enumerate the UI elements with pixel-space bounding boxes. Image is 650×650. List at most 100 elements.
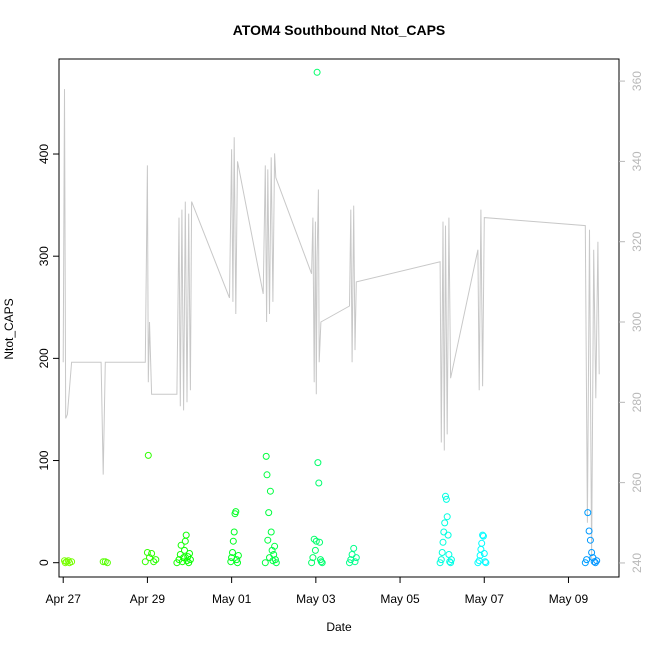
data-point [474, 559, 482, 567]
right-tick-label-1: 260 [630, 472, 644, 492]
data-point [481, 558, 489, 566]
data-point [439, 538, 447, 546]
data-point [316, 538, 324, 546]
data-point [186, 556, 194, 564]
data-point [443, 513, 451, 521]
data-point [310, 535, 318, 543]
data-point [442, 492, 449, 500]
data-point [272, 559, 280, 567]
data-point [318, 559, 326, 567]
y-tick-label-1: 100 [37, 450, 51, 470]
data-point [267, 528, 275, 536]
data-point [181, 537, 189, 545]
data-point [482, 559, 490, 567]
data-point [271, 556, 279, 564]
x-tick-label-0: Apr 27 [46, 592, 82, 606]
plot-frame [58, 58, 620, 578]
data-point [442, 495, 450, 503]
data-point [313, 68, 321, 76]
data-point [312, 537, 320, 545]
data-point [585, 527, 593, 535]
x-axis-label: Date [326, 620, 352, 634]
data-point [446, 558, 454, 566]
data-point [183, 557, 191, 565]
x-tick-label-3: May 03 [296, 592, 336, 606]
data-point [229, 549, 236, 556]
data-point [150, 558, 158, 566]
data-point [63, 558, 71, 566]
data-point [436, 559, 444, 567]
chart-title: ATOM4 Southbound Ntot_CAPS [233, 22, 446, 38]
data-point [264, 536, 272, 544]
data-point [234, 552, 242, 559]
data-point [314, 459, 322, 467]
x-tick-label-1: Apr 29 [130, 592, 166, 606]
data-point [444, 531, 452, 539]
x-tick-label-2: May 01 [212, 592, 252, 606]
data-point [177, 541, 185, 549]
y-tick-label-2: 200 [37, 348, 51, 368]
data-point [586, 536, 594, 544]
right-tick-label-5: 340 [630, 151, 644, 171]
data-point [141, 558, 149, 566]
data-point [477, 545, 485, 553]
data-point [438, 549, 446, 556]
data-point [317, 558, 325, 566]
secondary-series-line [62, 89, 600, 559]
data-point [263, 471, 271, 479]
y-tick-label-3: 300 [37, 246, 51, 266]
y-tick-label-4: 400 [37, 144, 51, 164]
data-point [230, 528, 238, 536]
data-point [234, 559, 241, 567]
right-tick-label-2: 280 [630, 392, 644, 412]
data-point [311, 546, 319, 554]
data-point [437, 556, 445, 564]
data-point [181, 546, 188, 554]
data-point [479, 531, 487, 539]
x-tick-label-4: May 05 [380, 592, 420, 606]
data-point [480, 550, 488, 557]
y-tick-label-0: 0 [37, 559, 51, 566]
data-point [350, 544, 358, 552]
data-point [261, 559, 269, 567]
data-point [175, 556, 183, 564]
data-point [479, 532, 487, 540]
data-point [227, 558, 235, 566]
data-point [99, 558, 107, 566]
data-point [266, 487, 274, 495]
data-point [309, 554, 317, 562]
data-point [265, 509, 273, 517]
data-point [441, 519, 449, 527]
data-point [581, 559, 589, 567]
data-point [583, 556, 591, 564]
data-point [351, 558, 359, 566]
data-point [588, 549, 596, 556]
data-point [68, 558, 76, 566]
data-point [478, 539, 486, 547]
right-tick-label-3: 300 [630, 312, 644, 332]
data-point [584, 509, 592, 517]
data-point [352, 554, 360, 562]
data-point [182, 531, 190, 539]
data-point [152, 556, 160, 564]
data-point [148, 550, 156, 557]
scatter-point-layer [61, 68, 601, 567]
right-tick-label-6: 360 [630, 71, 644, 91]
data-point [232, 508, 240, 516]
data-point [440, 528, 448, 536]
y-axis-label: Ntot_CAPS [2, 298, 16, 359]
data-point [308, 559, 316, 567]
data-point [447, 556, 455, 564]
data-point [144, 451, 152, 459]
data-point [271, 542, 279, 550]
secondary-line-layer [62, 89, 600, 559]
x-tick-label-6: May 09 [549, 592, 589, 606]
data-point [229, 537, 237, 545]
right-tick-label-0: 240 [630, 553, 644, 573]
data-point [262, 452, 270, 460]
data-point [146, 554, 153, 562]
data-point [233, 556, 241, 564]
data-point [447, 559, 455, 567]
data-point [315, 479, 323, 487]
